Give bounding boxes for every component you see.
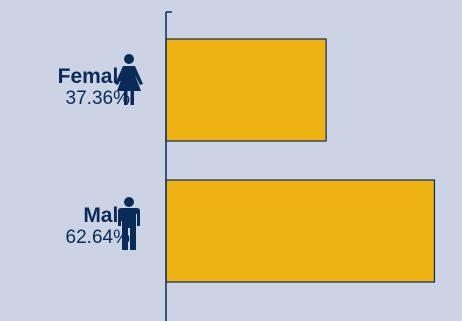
category-label-female: Female 37.36% — [58, 66, 130, 108]
category-label-male: Male 62.64% — [66, 205, 130, 247]
value-label-male: 62.64% — [65, 227, 130, 248]
bars-layer — [165, 38, 436, 283]
category-name-male: Male — [83, 204, 130, 227]
axis-layer — [165, 11, 172, 321]
value-label-female: 37.36% — [65, 88, 130, 109]
male-person-icon — [118, 197, 140, 250]
category-name-female: Female — [57, 65, 130, 88]
female-person-icon — [115, 54, 143, 105]
icons-layer — [115, 54, 143, 250]
bar-female — [165, 38, 327, 142]
bar-male — [165, 179, 436, 283]
